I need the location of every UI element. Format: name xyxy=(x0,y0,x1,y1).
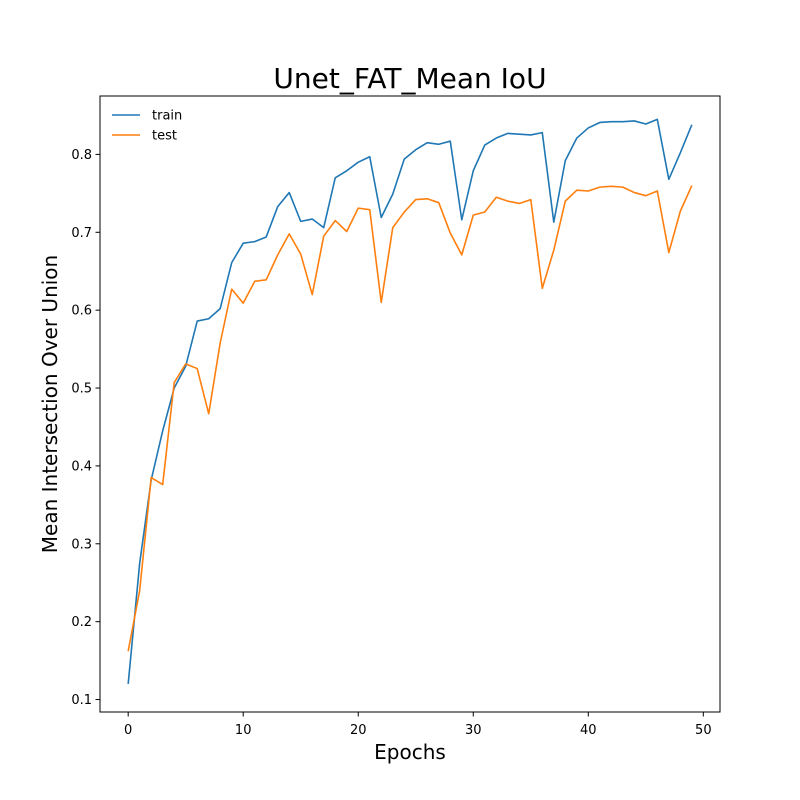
x-tick-label: 10 xyxy=(235,723,252,738)
y-tick-label: 0.3 xyxy=(71,537,92,552)
y-tick-label: 0.7 xyxy=(71,226,92,241)
legend-label-test: test xyxy=(152,129,177,144)
chart-title: Unet_FAT_Mean IoU xyxy=(273,62,546,95)
x-tick-label: 40 xyxy=(580,723,597,738)
y-tick-label: 0.8 xyxy=(71,148,92,163)
x-tick-label: 0 xyxy=(124,723,132,738)
y-tick-label: 0.6 xyxy=(71,304,92,319)
y-tick-label: 0.1 xyxy=(71,693,92,708)
y-axis-label: Mean Intersection Over Union xyxy=(38,255,62,553)
legend: train test xyxy=(112,109,182,144)
plot-lines xyxy=(127,118,693,685)
x-tick-label: 50 xyxy=(695,723,712,738)
y-tick-label: 0.5 xyxy=(71,382,92,397)
y-tick-label: 0.2 xyxy=(71,615,92,630)
series-line-test xyxy=(127,185,693,652)
y-axis-ticks: 0.1 0.2 0.3 0.4 0.5 0.6 0.7 0.8 xyxy=(71,148,100,708)
series-line-train xyxy=(127,118,693,685)
plot-frame xyxy=(99,95,721,713)
legend-label-train: train xyxy=(152,109,182,124)
y-tick-label: 0.4 xyxy=(71,459,92,474)
x-tick-label: 30 xyxy=(465,723,482,738)
x-tick-label: 20 xyxy=(350,723,367,738)
x-axis-label: Epochs xyxy=(374,740,446,764)
x-axis-ticks: 0 10 20 30 40 50 xyxy=(124,712,712,738)
